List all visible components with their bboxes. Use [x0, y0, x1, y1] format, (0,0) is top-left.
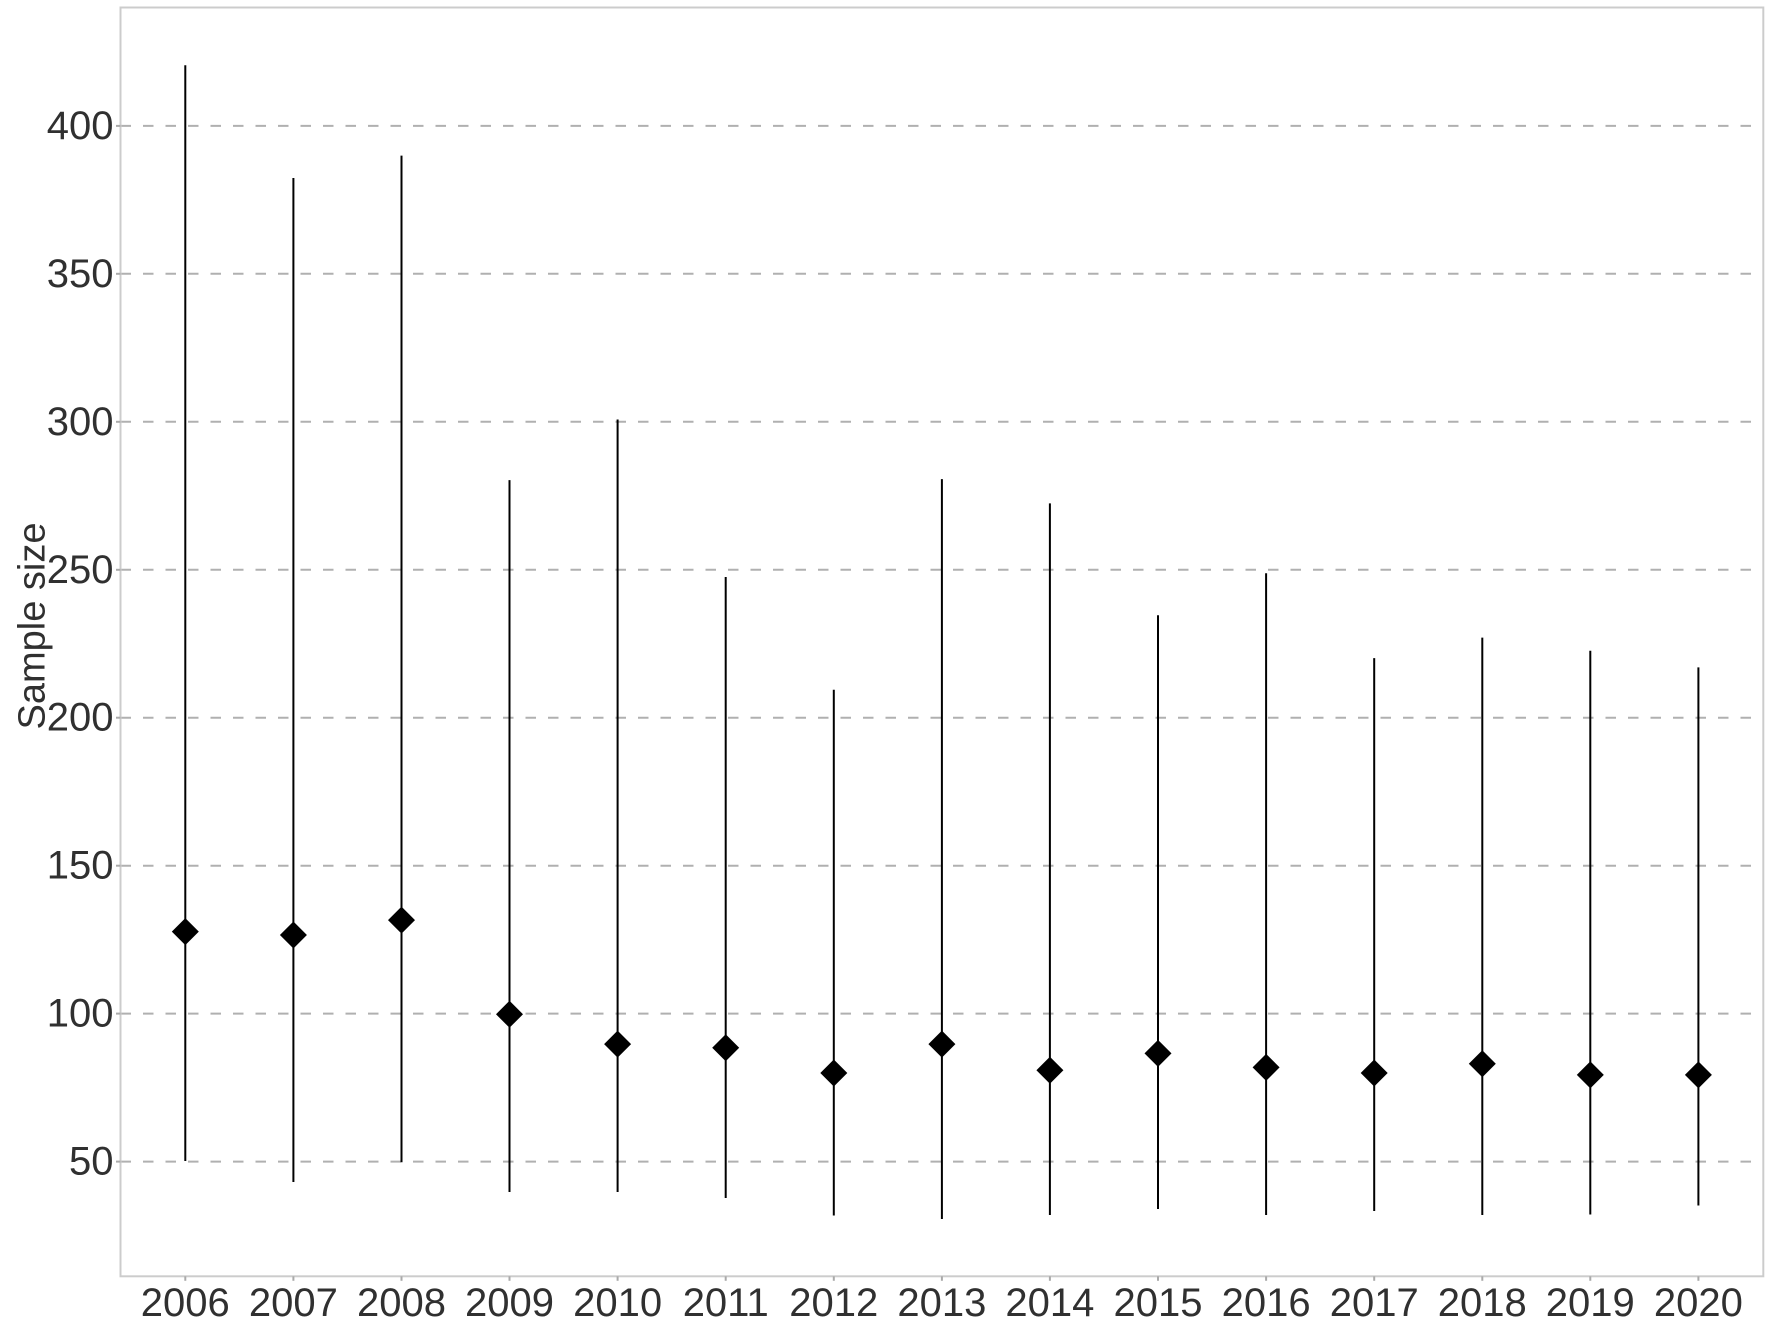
- svg-text:300: 300: [47, 400, 114, 444]
- svg-text:350: 350: [47, 252, 114, 296]
- svg-text:2012: 2012: [789, 1281, 878, 1325]
- svg-text:2006: 2006: [141, 1281, 230, 1325]
- svg-text:2009: 2009: [465, 1281, 554, 1325]
- svg-text:2017: 2017: [1330, 1281, 1419, 1325]
- svg-text:150: 150: [47, 844, 114, 888]
- svg-text:50: 50: [69, 1140, 114, 1184]
- svg-text:2020: 2020: [1654, 1281, 1743, 1325]
- svg-text:200: 200: [47, 696, 114, 740]
- svg-text:2008: 2008: [357, 1281, 446, 1325]
- svg-text:2019: 2019: [1546, 1281, 1635, 1325]
- svg-text:250: 250: [47, 548, 114, 592]
- svg-text:2016: 2016: [1222, 1281, 1311, 1325]
- svg-text:400: 400: [47, 104, 114, 148]
- svg-text:2018: 2018: [1438, 1281, 1527, 1325]
- svg-text:100: 100: [47, 992, 114, 1036]
- svg-text:2007: 2007: [249, 1281, 338, 1325]
- svg-text:2014: 2014: [1005, 1281, 1094, 1325]
- svg-text:2015: 2015: [1114, 1281, 1203, 1325]
- svg-text:2010: 2010: [573, 1281, 662, 1325]
- svg-text:Sample size: Sample size: [12, 523, 54, 730]
- svg-text:2011: 2011: [683, 1281, 769, 1325]
- svg-text:2013: 2013: [897, 1281, 986, 1325]
